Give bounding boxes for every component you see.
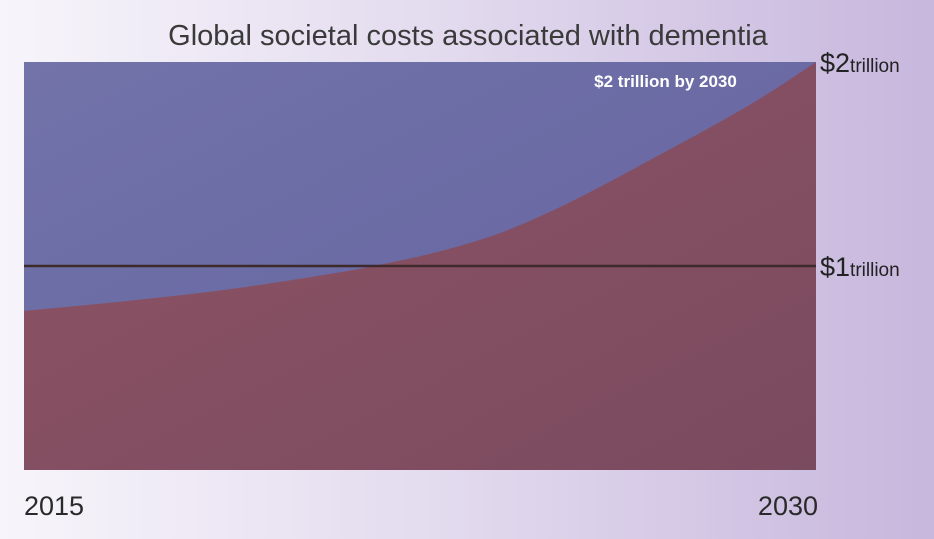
y-tick-label: $2trillion (820, 48, 900, 78)
x-axis-ticks: 2015 2030 (24, 491, 818, 521)
x-tick-label: 2030 (758, 491, 818, 521)
chart-title: Global societal costs associated with de… (168, 20, 769, 52)
y-tick-label: $1trillion (820, 252, 900, 282)
annotation-label: $2 trillion by 2030 (594, 72, 737, 91)
x-tick-label: 2015 (24, 491, 84, 521)
y-axis-ticks: $1trillion $2trillion (820, 48, 900, 282)
